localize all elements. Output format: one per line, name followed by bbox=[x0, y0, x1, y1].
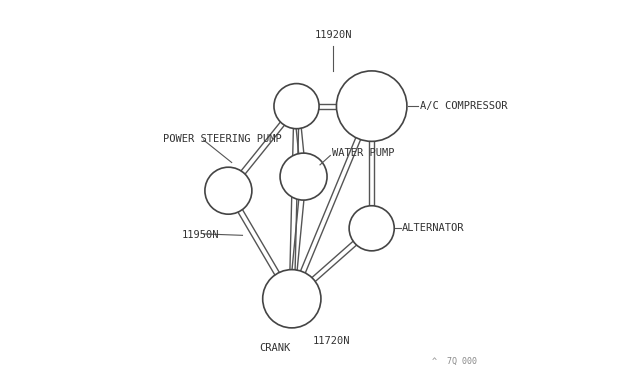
Text: A/C COMPRESSOR: A/C COMPRESSOR bbox=[420, 101, 507, 111]
Text: ^  7Q 000: ^ 7Q 000 bbox=[433, 356, 477, 365]
Text: POWER STEERING PUMP: POWER STEERING PUMP bbox=[163, 134, 282, 144]
Ellipse shape bbox=[337, 71, 407, 141]
Text: CRANK: CRANK bbox=[260, 343, 291, 353]
Ellipse shape bbox=[205, 167, 252, 214]
Text: 11720N: 11720N bbox=[313, 336, 351, 346]
Text: 11950N: 11950N bbox=[181, 230, 219, 240]
Ellipse shape bbox=[262, 270, 321, 328]
Ellipse shape bbox=[274, 84, 319, 129]
Text: ALTERNATOR: ALTERNATOR bbox=[402, 223, 465, 233]
Ellipse shape bbox=[280, 153, 327, 200]
Ellipse shape bbox=[349, 206, 394, 251]
Text: 11920N: 11920N bbox=[314, 31, 352, 40]
Text: WATER PUMP: WATER PUMP bbox=[332, 148, 394, 158]
